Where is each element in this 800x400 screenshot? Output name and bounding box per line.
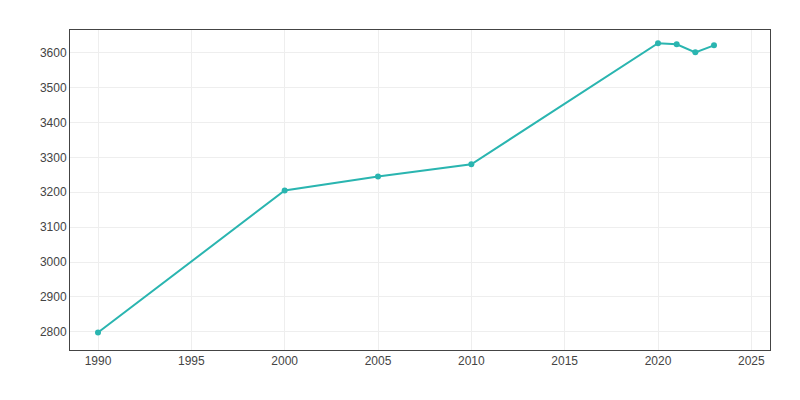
- svg-text:3200: 3200: [40, 185, 67, 199]
- svg-text:1995: 1995: [178, 354, 205, 368]
- svg-text:3400: 3400: [40, 116, 67, 130]
- svg-text:2025: 2025: [738, 354, 765, 368]
- svg-text:2005: 2005: [365, 354, 392, 368]
- svg-text:1990: 1990: [85, 354, 112, 368]
- svg-text:2010: 2010: [458, 354, 485, 368]
- svg-text:3500: 3500: [40, 81, 67, 95]
- svg-text:2015: 2015: [551, 354, 578, 368]
- svg-text:3000: 3000: [40, 255, 67, 269]
- svg-text:2800: 2800: [40, 325, 67, 339]
- svg-text:3100: 3100: [40, 220, 67, 234]
- svg-text:2000: 2000: [271, 354, 298, 368]
- svg-text:2900: 2900: [40, 290, 67, 304]
- svg-text:2020: 2020: [645, 354, 672, 368]
- svg-text:3300: 3300: [40, 151, 67, 165]
- svg-text:3600: 3600: [40, 46, 67, 60]
